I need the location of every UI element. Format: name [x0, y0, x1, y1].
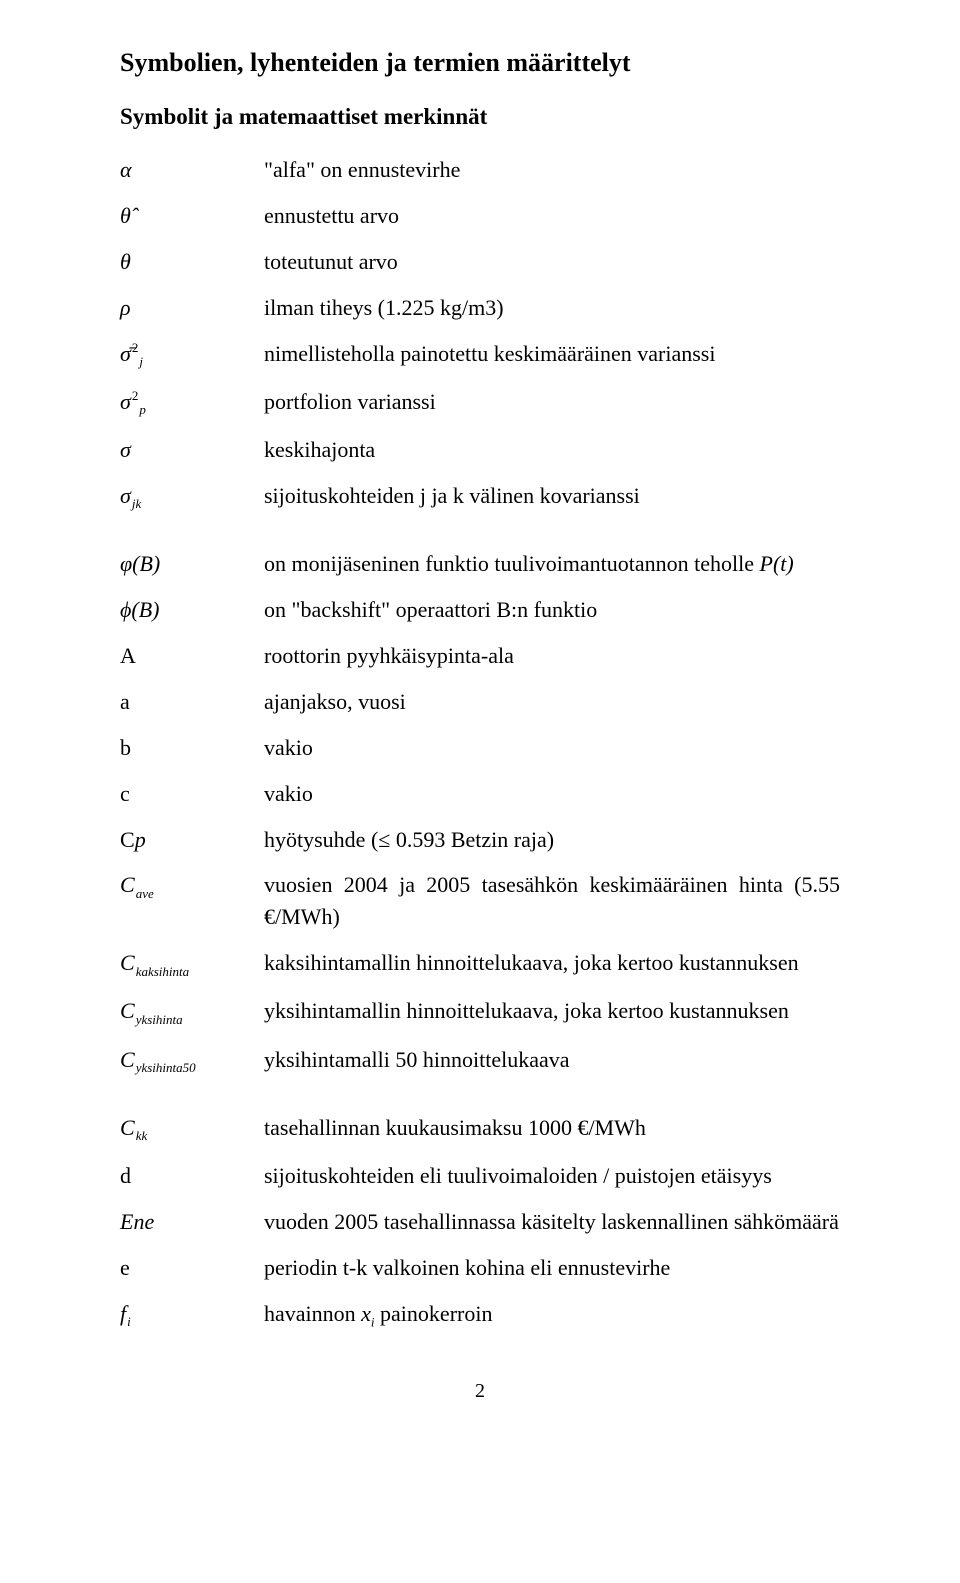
description-cell: ajanjakso, vuosi [264, 686, 840, 718]
description-cell: toteutunut arvo [264, 246, 840, 278]
description-cell: vuosien 2004 ja 2005 tasesähkön keskimää… [264, 869, 840, 933]
symbol-cell: A [120, 640, 230, 672]
symbol-cell: Ckaksihinta [120, 947, 230, 981]
description-cell: on monijäseninen funktio tuulivoimantuot… [264, 548, 840, 580]
description-cell: vakio [264, 778, 840, 810]
description-cell: roottorin pyyhkäisypinta-ala [264, 640, 840, 672]
symbol-cell: e [120, 1252, 230, 1284]
page-subheading: Symbolit ja matemaattiset merkinnät [120, 104, 840, 130]
symbol-cell: σ̄2j [120, 338, 230, 372]
description-cell: tasehallinnan kuukausimaksu 1000 €/MWh [264, 1112, 840, 1146]
symbol-cell: Ckk [120, 1112, 230, 1146]
description-cell: kaksihintamallin hinnoittelukaava, joka … [264, 947, 840, 981]
symbol-cell: σ [120, 434, 230, 466]
description-cell: vuoden 2005 tasehallinnassa käsitelty la… [264, 1206, 840, 1238]
description-cell: sijoituskohteiden j ja k välinen kovaria… [264, 480, 840, 514]
symbol-cell: φ(B) [120, 548, 230, 580]
symbol-cell: θ̂ [120, 200, 230, 232]
definitions-grid: α "alfa" on ennustevirhe θ̂ ennustettu arvo… [120, 154, 840, 1332]
page-heading: Symbolien, lyhenteiden ja termien määrit… [120, 48, 840, 78]
group-gap [264, 528, 840, 534]
description-cell: periodin t-k valkoinen kohina eli ennust… [264, 1252, 840, 1284]
symbol-cell: α [120, 154, 230, 186]
description-cell: vakio [264, 732, 840, 764]
symbol-cell: Ene [120, 1206, 230, 1238]
symbol-cell: σ2p [120, 386, 230, 420]
symbol-cell: σjk [120, 480, 230, 514]
page: Symbolien, lyhenteiden ja termien määrit… [0, 0, 960, 1443]
symbol-cell: ϕ(B) [120, 594, 230, 626]
description-cell: yksihintamallin hinnoittelukaava, joka k… [264, 995, 840, 1029]
symbol-cell: Cave [120, 869, 230, 933]
description-cell: sijoituskohteiden eli tuulivoimaloiden /… [264, 1160, 840, 1192]
description-cell: yksihintamalli 50 hinnoittelukaava [264, 1044, 840, 1078]
symbol-cell: b [120, 732, 230, 764]
description-cell: on "backshift" operaattori B:n funktio [264, 594, 840, 626]
symbol-cell: a [120, 686, 230, 718]
group-gap [120, 528, 230, 534]
description-cell: hyötysuhde (≤ 0.593 Betzin raja) [264, 824, 840, 856]
description-cell: nimellisteholla painotettu keskimääräine… [264, 338, 840, 372]
symbol-cell: ρ [120, 292, 230, 324]
description-cell: portfolion varianssi [264, 386, 840, 420]
symbol-cell: Cyksihinta [120, 995, 230, 1029]
symbol-cell: Cyksihinta50 [120, 1044, 230, 1078]
description-cell: keskihajonta [264, 434, 840, 466]
page-number: 2 [120, 1380, 840, 1403]
symbol-cell: Cp [120, 824, 230, 856]
description-cell: ennustettu arvo [264, 200, 840, 232]
symbol-cell: d [120, 1160, 230, 1192]
description-cell: havainnon xi painokerroin [264, 1298, 840, 1332]
description-cell: "alfa" on ennustevirhe [264, 154, 840, 186]
group-gap [120, 1092, 230, 1098]
symbol-cell: θ [120, 246, 230, 278]
group-gap [264, 1092, 840, 1098]
description-cell: ilman tiheys (1.225 kg/m3) [264, 292, 840, 324]
symbol-cell: fi [120, 1298, 230, 1332]
symbol-cell: c [120, 778, 230, 810]
